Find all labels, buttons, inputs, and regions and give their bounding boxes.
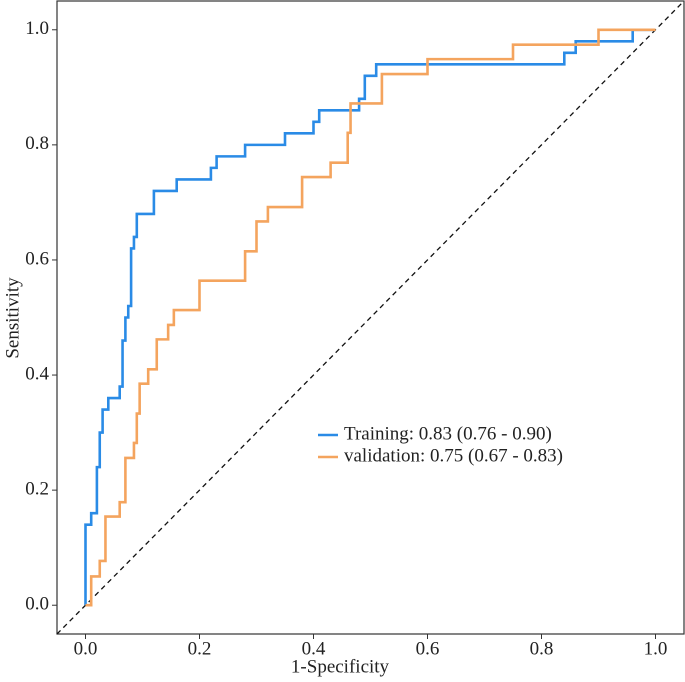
y-tick-label: 0.6 — [25, 248, 49, 269]
reference-diagonal — [56, 0, 685, 635]
legend-label: Training: 0.83 (0.76 - 0.90) — [344, 423, 552, 444]
x-tick-label: 0.8 — [530, 638, 554, 659]
y-axis-label: Sensitivity — [2, 277, 23, 359]
x-tick-label: 0.2 — [188, 638, 212, 659]
y-tick-label: 0.8 — [25, 133, 49, 154]
x-tick-label: 0.6 — [416, 638, 440, 659]
y-tick-label: 0.2 — [25, 478, 49, 499]
x-tick-label: 0.0 — [74, 638, 98, 659]
plot-frame — [56, 0, 685, 635]
legend-label: validation: 0.75 (0.67 - 0.83) — [344, 445, 563, 466]
y-tick-label: 0.4 — [25, 363, 49, 384]
y-tick-label: 0.0 — [25, 594, 49, 615]
x-tick-label: 0.4 — [302, 638, 326, 659]
roc-curve — [85, 28, 656, 607]
roc-curve — [84, 28, 656, 606]
y-tick-label: 1.0 — [25, 18, 49, 39]
x-axis-label: 1-Specificity — [291, 656, 390, 677]
x-tick-label: 1.0 — [644, 638, 668, 659]
